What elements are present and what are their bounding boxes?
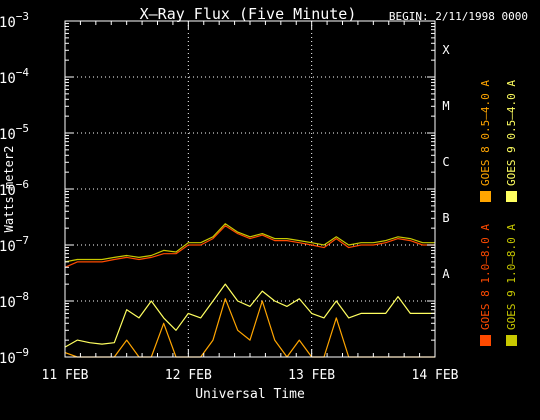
y-tick-base: 10 (0, 71, 16, 87)
y-tick-base: 10 (0, 239, 16, 255)
y-tick-label: 10−4 (0, 66, 29, 87)
y-tick-label: 10−7 (0, 234, 29, 255)
y-tick-base: 10 (0, 15, 16, 31)
legend-swatch-4 (506, 335, 517, 346)
series-line-1 (64, 225, 435, 268)
y-tick-base: 10 (0, 127, 16, 143)
x-axis: 11 FEB 12 FEB 13 FEB 14 FEB (42, 21, 459, 383)
legend-swatch-2 (480, 191, 491, 202)
y-tick-label: 10−8 (0, 290, 29, 311)
y-tick-label: 10−9 (0, 346, 29, 367)
flare-class-label: C (442, 155, 449, 169)
legend-label-1: GOES 8 1.0–8.0 A (479, 224, 492, 330)
y-tick-label: 10−3 (0, 10, 29, 31)
x-tick-label: 12 FEB (165, 368, 212, 383)
y-tick-label: 10−5 (0, 122, 29, 143)
y-tick-exponent: −4 (16, 66, 30, 79)
legend-label-4: GOES 9 1.0–8.0 A (505, 224, 518, 330)
begin-date-label: BEGIN: 2/11/1998 0000 (389, 10, 528, 23)
series-line-4 (64, 223, 435, 263)
legend-swatch-3 (506, 191, 517, 202)
y-tick-exponent: −5 (16, 122, 29, 135)
flare-class-label: A (442, 267, 450, 281)
flare-class-axis: A B C M X (442, 43, 450, 281)
y-tick-label: 10−6 (0, 178, 29, 199)
flare-class-label: X (442, 43, 450, 57)
chart-title: X–Ray Flux (Five Minute) (140, 5, 357, 23)
flare-class-label: M (442, 99, 449, 113)
y-tick-exponent: −7 (16, 234, 29, 247)
x-axis-label: Universal Time (195, 387, 305, 402)
y-axis-label: Watts meter2 (2, 146, 16, 233)
legend: GOES 8 1.0–8.0 A GOES 8 0.5–4.0 A GOES 9 0… (479, 80, 518, 346)
flare-class-label: B (442, 211, 449, 225)
x-tick-label: 11 FEB (42, 368, 89, 383)
legend-label-2: GOES 8 0.5–4.0 A (479, 80, 492, 186)
y-tick-base: 10 (0, 351, 16, 367)
y-tick-exponent: −6 (16, 178, 29, 191)
y-tick-base: 10 (0, 183, 16, 199)
series-line-3 (64, 283, 435, 348)
legend-swatch-1 (480, 335, 491, 346)
y-axis: 10−910−810−710−610−510−410−3 (0, 10, 435, 367)
x-tick-label: 14 FEB (412, 368, 459, 383)
y-tick-exponent: −9 (16, 346, 29, 359)
x-tick-label: 13 FEB (288, 368, 335, 383)
y-tick-base: 10 (0, 295, 16, 311)
y-tick-exponent: −3 (16, 10, 29, 23)
legend-label-3: GOES 9 0.5–4.0 A (505, 80, 518, 186)
y-tick-exponent: −8 (16, 290, 29, 303)
